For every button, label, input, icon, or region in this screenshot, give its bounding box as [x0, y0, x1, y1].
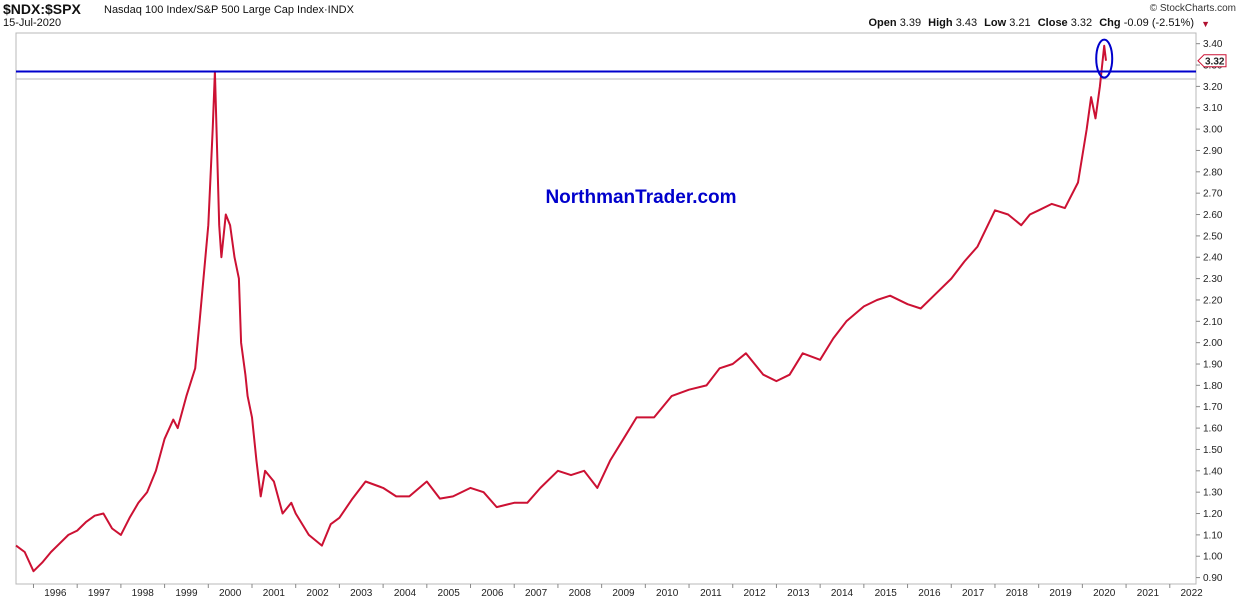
x-tick-label: 2000 — [219, 588, 242, 599]
y-tick-label: 1.00 — [1203, 552, 1223, 563]
ohlc-readout: Open 3.39 High 3.43 Low 3.21 Close 3.32 … — [869, 17, 1199, 29]
y-axis: 0.90 1.00 1.10 1.20 1.30 1.40 1.50 1.60 1.70 1.80… — [1196, 39, 1223, 584]
x-tick-label: 2018 — [1006, 588, 1029, 599]
chart-date: 15-Jul-2020 — [3, 17, 62, 29]
y-tick-label: 3.40 — [1203, 39, 1223, 50]
x-axis: 1996 1997 1998 1999 2000 2001 2002 2003 2004 2005… — [32, 584, 1204, 599]
y-tick-label: 2.20 — [1203, 295, 1223, 306]
x-tick-label: 2015 — [875, 588, 898, 599]
y-tick-label: 1.10 — [1203, 530, 1223, 541]
x-tick-label: 2020 — [1093, 588, 1116, 599]
x-tick-label: 2004 — [394, 588, 417, 599]
symbol-title: $NDX:$SPX — [3, 1, 81, 17]
close-value: 3.32 — [1070, 17, 1093, 29]
y-tick-label: 2.60 — [1203, 210, 1223, 221]
y-tick-label: 3.00 — [1203, 125, 1223, 136]
y-tick-label: 3.10 — [1203, 103, 1223, 114]
x-tick-label: 2005 — [438, 588, 461, 599]
open-value: 3.39 — [899, 17, 922, 29]
x-tick-label: 2010 — [656, 588, 679, 599]
y-tick-label: 2.30 — [1203, 274, 1223, 285]
y-tick-label: 1.30 — [1203, 488, 1223, 499]
ratio-series-line — [15, 44, 1107, 573]
description-text: Nasdaq 100 Index/S&P 500 Large Cap Index — [104, 4, 324, 16]
x-tick-label: 1996 — [44, 588, 67, 599]
y-tick-label: 2.10 — [1203, 317, 1223, 328]
low-label: Low — [984, 17, 1007, 29]
x-tick-label: 2002 — [306, 588, 329, 599]
high-label: High — [928, 17, 953, 29]
close-label: Close — [1037, 17, 1068, 29]
highlight-ellipse — [1095, 38, 1114, 79]
stockcharts-credit: © StockCharts.com — [1149, 3, 1236, 14]
x-tick-label: 1999 — [175, 588, 198, 599]
plot-frame — [15, 32, 1197, 585]
x-tick-label: 2001 — [263, 588, 286, 599]
chg-label: Chg — [1099, 17, 1121, 29]
chg-value: -0.09 (-2.51%) — [1123, 17, 1194, 29]
last-value-tag: 3.32 — [1197, 54, 1227, 68]
open-label: Open — [868, 17, 897, 29]
x-tick-label: 2012 — [743, 588, 766, 599]
chart-header: $NDX:$SPX Nasdaq 100 Index/S&P 500 Large… — [0, 0, 1240, 34]
y-tick-label: 2.50 — [1203, 231, 1223, 242]
low-value: 3.21 — [1009, 17, 1031, 29]
x-tick-label: 2011 — [700, 588, 722, 599]
x-tick-label: 2013 — [787, 588, 810, 599]
x-tick-label: 2003 — [350, 588, 373, 599]
x-tick-label: 2016 — [918, 588, 941, 599]
x-tick-label: 2006 — [481, 588, 504, 599]
x-tick-label: 2022 — [1181, 588, 1204, 599]
y-tick-label: 1.20 — [1203, 509, 1223, 520]
x-tick-label: 2021 — [1137, 588, 1160, 599]
x-tick-label: 2019 — [1049, 588, 1072, 599]
y-tick-label: 1.40 — [1203, 466, 1223, 477]
x-tick-label: 2009 — [612, 588, 635, 599]
y-tick-label: 1.80 — [1203, 381, 1223, 392]
y-tick-label: 1.90 — [1203, 360, 1223, 371]
x-tick-label: 1998 — [132, 588, 155, 599]
down-arrow-icon: ▼ — [1201, 19, 1210, 29]
y-tick-label: 2.90 — [1203, 146, 1223, 157]
y-tick-label: 2.80 — [1203, 167, 1223, 178]
x-tick-label: 2014 — [831, 588, 854, 599]
x-tick-label: 1997 — [88, 588, 111, 599]
y-tick-label: 2.40 — [1203, 253, 1223, 264]
y-tick-label: 0.90 — [1203, 573, 1223, 584]
x-tick-label: 2017 — [962, 588, 985, 599]
y-tick-label: 2.00 — [1203, 338, 1223, 349]
x-tick-label: 2007 — [525, 588, 548, 599]
high-value: 3.43 — [955, 17, 978, 29]
y-tick-label: 1.70 — [1203, 402, 1223, 413]
y-tick-label: 1.50 — [1203, 445, 1223, 456]
y-tick-label: 1.60 — [1203, 424, 1223, 435]
last-value-label: 3.32 — [1205, 56, 1225, 67]
y-tick-label: 3.20 — [1203, 82, 1223, 93]
symbol-description: Nasdaq 100 Index/S&P 500 Large Cap Index… — [104, 4, 354, 16]
watermark-text: NorthmanTrader.com — [545, 187, 736, 208]
exchange-text: INDX — [327, 4, 354, 16]
last-value-tag-shape — [1197, 54, 1227, 68]
y-tick-label: 2.70 — [1203, 189, 1223, 200]
x-tick-label: 2008 — [569, 588, 592, 599]
